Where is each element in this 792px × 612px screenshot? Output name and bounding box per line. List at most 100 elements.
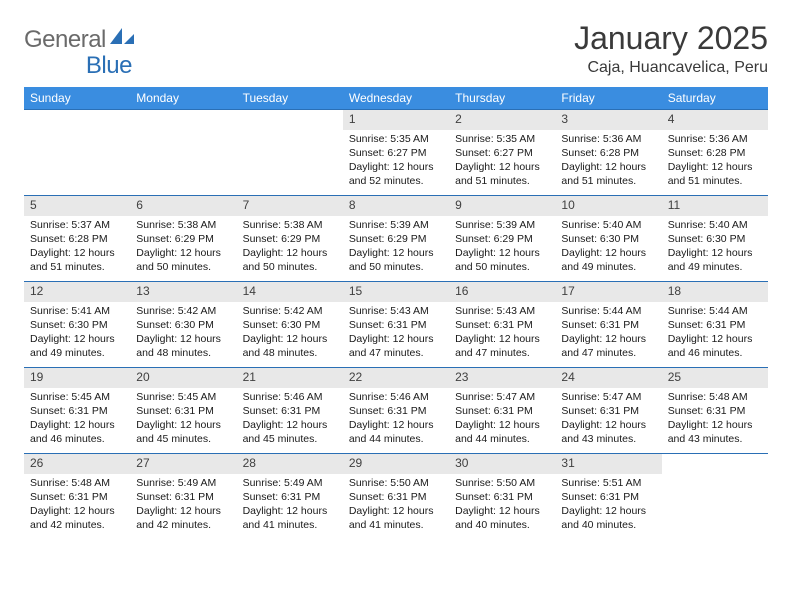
calendar-cell: 22Sunrise: 5:46 AMSunset: 6:31 PMDayligh… [343,368,449,454]
day-number: 13 [130,282,236,302]
weekday-header: Sunday [24,87,130,110]
day-number: 27 [130,454,236,474]
weekday-header: Thursday [449,87,555,110]
day-number: 4 [662,110,768,130]
calendar-cell: 4Sunrise: 5:36 AMSunset: 6:28 PMDaylight… [662,110,768,196]
day-number: 6 [130,196,236,216]
day-data: Sunrise: 5:38 AMSunset: 6:29 PMDaylight:… [130,216,236,277]
calendar-cell: 31Sunrise: 5:51 AMSunset: 6:31 PMDayligh… [555,454,661,540]
calendar-cell [662,454,768,540]
day-data: Sunrise: 5:40 AMSunset: 6:30 PMDaylight:… [662,216,768,277]
day-number: 29 [343,454,449,474]
calendar-row: 5Sunrise: 5:37 AMSunset: 6:28 PMDaylight… [24,196,768,282]
calendar-cell: 24Sunrise: 5:47 AMSunset: 6:31 PMDayligh… [555,368,661,454]
day-data: Sunrise: 5:35 AMSunset: 6:27 PMDaylight:… [343,130,449,191]
weekday-header-row: Sunday Monday Tuesday Wednesday Thursday… [24,87,768,110]
day-data: Sunrise: 5:51 AMSunset: 6:31 PMDaylight:… [555,474,661,535]
weekday-header: Wednesday [343,87,449,110]
day-data: Sunrise: 5:46 AMSunset: 6:31 PMDaylight:… [237,388,343,449]
calendar-cell: 8Sunrise: 5:39 AMSunset: 6:29 PMDaylight… [343,196,449,282]
day-data: Sunrise: 5:43 AMSunset: 6:31 PMDaylight:… [343,302,449,363]
location-label: Caja, Huancavelica, Peru [574,59,768,77]
day-number: 7 [237,196,343,216]
brand-text-1: General [24,26,106,54]
day-number: 10 [555,196,661,216]
header: General Blue January 2025 Caja, Huancave… [24,20,768,77]
sail-icon [108,26,136,46]
day-data: Sunrise: 5:40 AMSunset: 6:30 PMDaylight:… [555,216,661,277]
calendar-cell: 5Sunrise: 5:37 AMSunset: 6:28 PMDaylight… [24,196,130,282]
day-number: 21 [237,368,343,388]
calendar-cell: 17Sunrise: 5:44 AMSunset: 6:31 PMDayligh… [555,282,661,368]
calendar-cell: 25Sunrise: 5:48 AMSunset: 6:31 PMDayligh… [662,368,768,454]
calendar-cell: 16Sunrise: 5:43 AMSunset: 6:31 PMDayligh… [449,282,555,368]
day-data: Sunrise: 5:42 AMSunset: 6:30 PMDaylight:… [130,302,236,363]
calendar-cell: 19Sunrise: 5:45 AMSunset: 6:31 PMDayligh… [24,368,130,454]
day-data: Sunrise: 5:46 AMSunset: 6:31 PMDaylight:… [343,388,449,449]
day-data: Sunrise: 5:43 AMSunset: 6:31 PMDaylight:… [449,302,555,363]
day-number: 16 [449,282,555,302]
calendar-cell: 9Sunrise: 5:39 AMSunset: 6:29 PMDaylight… [449,196,555,282]
day-number: 2 [449,110,555,130]
day-number: 28 [237,454,343,474]
day-data: Sunrise: 5:50 AMSunset: 6:31 PMDaylight:… [449,474,555,535]
calendar-cell: 23Sunrise: 5:47 AMSunset: 6:31 PMDayligh… [449,368,555,454]
day-data: Sunrise: 5:35 AMSunset: 6:27 PMDaylight:… [449,130,555,191]
day-number: 19 [24,368,130,388]
calendar-cell: 11Sunrise: 5:40 AMSunset: 6:30 PMDayligh… [662,196,768,282]
day-data: Sunrise: 5:44 AMSunset: 6:31 PMDaylight:… [555,302,661,363]
calendar-cell: 20Sunrise: 5:45 AMSunset: 6:31 PMDayligh… [130,368,236,454]
day-data: Sunrise: 5:38 AMSunset: 6:29 PMDaylight:… [237,216,343,277]
day-data: Sunrise: 5:37 AMSunset: 6:28 PMDaylight:… [24,216,130,277]
day-number: 12 [24,282,130,302]
day-number: 20 [130,368,236,388]
day-number: 30 [449,454,555,474]
month-title: January 2025 [574,20,768,57]
day-number: 8 [343,196,449,216]
calendar-cell: 27Sunrise: 5:49 AMSunset: 6:31 PMDayligh… [130,454,236,540]
day-number: 23 [449,368,555,388]
calendar-cell [24,110,130,196]
weekday-header: Tuesday [237,87,343,110]
calendar-cell [130,110,236,196]
brand-text-2: Blue [86,52,132,80]
calendar-row: 19Sunrise: 5:45 AMSunset: 6:31 PMDayligh… [24,368,768,454]
calendar-cell: 18Sunrise: 5:44 AMSunset: 6:31 PMDayligh… [662,282,768,368]
day-data: Sunrise: 5:45 AMSunset: 6:31 PMDaylight:… [24,388,130,449]
day-number: 31 [555,454,661,474]
calendar-cell: 29Sunrise: 5:50 AMSunset: 6:31 PMDayligh… [343,454,449,540]
day-number: 11 [662,196,768,216]
day-number: 17 [555,282,661,302]
calendar-cell: 10Sunrise: 5:40 AMSunset: 6:30 PMDayligh… [555,196,661,282]
day-data: Sunrise: 5:36 AMSunset: 6:28 PMDaylight:… [662,130,768,191]
calendar-row: 12Sunrise: 5:41 AMSunset: 6:30 PMDayligh… [24,282,768,368]
day-number: 5 [24,196,130,216]
day-number: 3 [555,110,661,130]
title-block: January 2025 Caja, Huancavelica, Peru [574,20,768,77]
day-data: Sunrise: 5:50 AMSunset: 6:31 PMDaylight:… [343,474,449,535]
calendar-cell: 30Sunrise: 5:50 AMSunset: 6:31 PMDayligh… [449,454,555,540]
day-number: 25 [662,368,768,388]
calendar-cell: 28Sunrise: 5:49 AMSunset: 6:31 PMDayligh… [237,454,343,540]
day-data: Sunrise: 5:48 AMSunset: 6:31 PMDaylight:… [24,474,130,535]
day-number: 24 [555,368,661,388]
calendar-row: 26Sunrise: 5:48 AMSunset: 6:31 PMDayligh… [24,454,768,540]
day-data: Sunrise: 5:44 AMSunset: 6:31 PMDaylight:… [662,302,768,363]
day-data: Sunrise: 5:48 AMSunset: 6:31 PMDaylight:… [662,388,768,449]
weekday-header: Saturday [662,87,768,110]
day-data: Sunrise: 5:47 AMSunset: 6:31 PMDaylight:… [449,388,555,449]
day-number: 15 [343,282,449,302]
day-data: Sunrise: 5:45 AMSunset: 6:31 PMDaylight:… [130,388,236,449]
calendar-row: 1Sunrise: 5:35 AMSunset: 6:27 PMDaylight… [24,110,768,196]
day-number: 1 [343,110,449,130]
calendar-cell: 2Sunrise: 5:35 AMSunset: 6:27 PMDaylight… [449,110,555,196]
day-data: Sunrise: 5:49 AMSunset: 6:31 PMDaylight:… [237,474,343,535]
day-data: Sunrise: 5:39 AMSunset: 6:29 PMDaylight:… [343,216,449,277]
calendar-cell: 26Sunrise: 5:48 AMSunset: 6:31 PMDayligh… [24,454,130,540]
calendar-body: 1Sunrise: 5:35 AMSunset: 6:27 PMDaylight… [24,110,768,540]
calendar-table: Sunday Monday Tuesday Wednesday Thursday… [24,87,768,540]
calendar-cell: 13Sunrise: 5:42 AMSunset: 6:30 PMDayligh… [130,282,236,368]
calendar-cell: 12Sunrise: 5:41 AMSunset: 6:30 PMDayligh… [24,282,130,368]
calendar-cell: 21Sunrise: 5:46 AMSunset: 6:31 PMDayligh… [237,368,343,454]
calendar-cell: 3Sunrise: 5:36 AMSunset: 6:28 PMDaylight… [555,110,661,196]
